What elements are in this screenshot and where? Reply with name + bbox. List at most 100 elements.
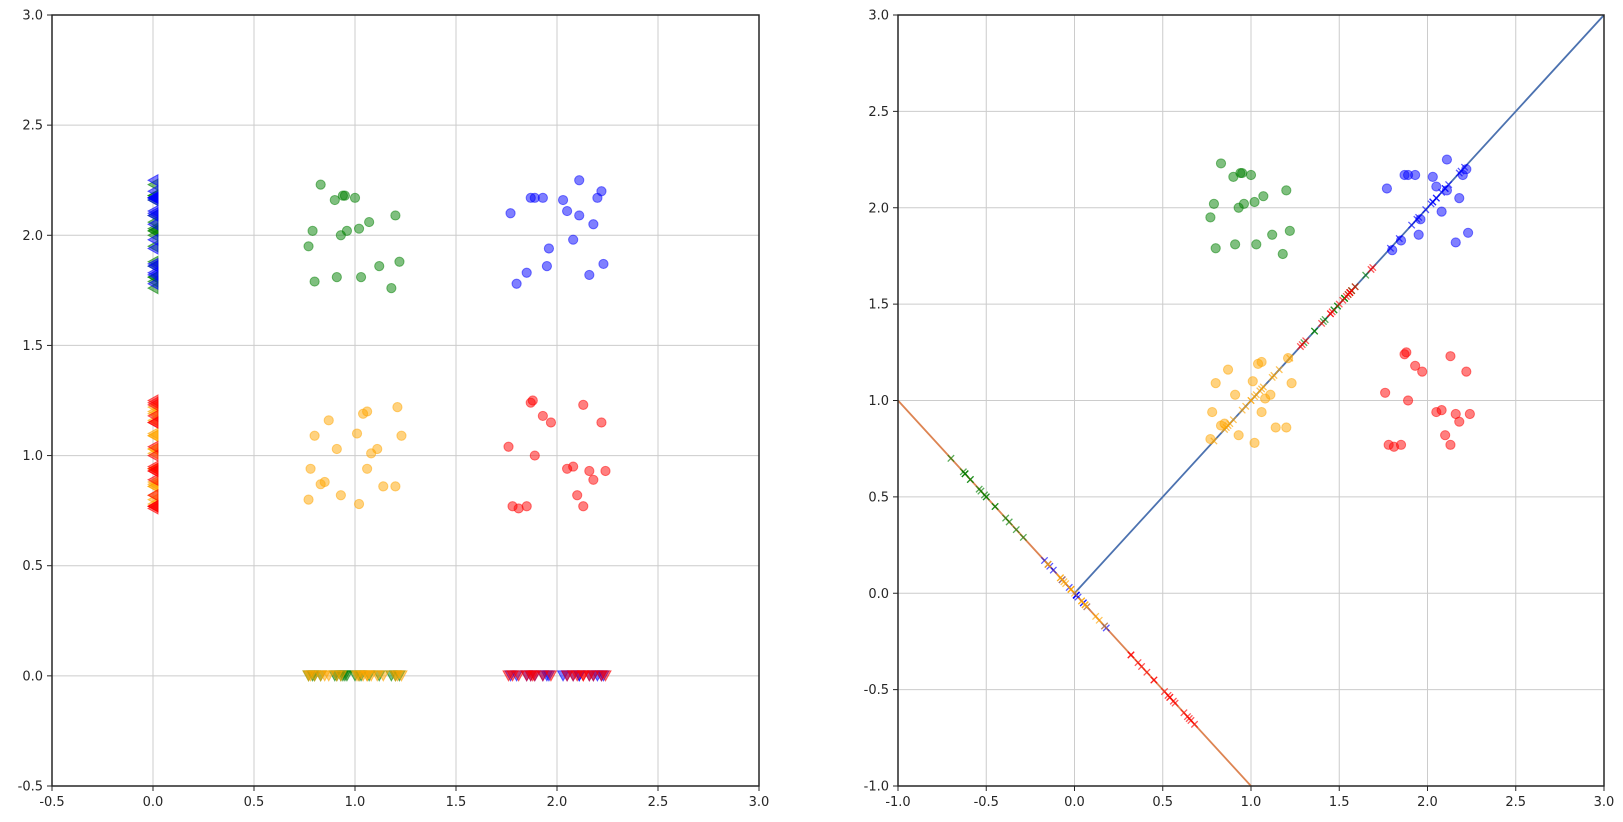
right-chart-point xyxy=(1270,371,1278,380)
right-chart-point xyxy=(1281,185,1292,196)
left-chart-point xyxy=(528,670,542,682)
right-chart-point xyxy=(1210,378,1221,389)
left-chart-point xyxy=(307,225,318,236)
right-chart-point xyxy=(1402,395,1414,406)
left-chart-point xyxy=(334,670,348,682)
right-chart-point xyxy=(1249,437,1260,449)
left-chart-point xyxy=(374,261,385,272)
left-chart-point xyxy=(147,473,159,487)
right-chart-point xyxy=(966,475,975,484)
left-chart-point xyxy=(349,192,361,203)
right-chart-point xyxy=(1249,196,1260,208)
left-chart-point xyxy=(396,430,407,441)
left-chart-point xyxy=(512,670,525,682)
right-chart-point xyxy=(1259,383,1268,391)
right-chart-point xyxy=(1095,616,1103,624)
right-chart-x-tick-label: -1.0 xyxy=(885,795,910,810)
left-chart-axes-frame xyxy=(51,14,760,787)
right-chart-point xyxy=(1215,158,1227,169)
left-chart-y-tick-label: 2.5 xyxy=(22,119,43,134)
right-chart-point xyxy=(1415,213,1423,222)
left-chart-point xyxy=(329,194,340,206)
left-chart-point xyxy=(147,416,159,429)
left-chart-point xyxy=(331,443,342,455)
left-chart-x-tick-label: 2.5 xyxy=(648,795,669,810)
right-chart-point xyxy=(1205,433,1216,445)
left-chart-point xyxy=(521,501,532,512)
left-chart-point xyxy=(147,464,159,478)
right-chart-series-red-projection-on-line-y-x xyxy=(1296,263,1377,351)
right-chart-point xyxy=(1070,589,1079,597)
right-chart-x-tick-label: 2.0 xyxy=(1417,795,1438,810)
right-chart: -1.0 -0.5 0.0 0.5 1.0 1.5 2.0 2.5 3.0 -1.0 -0.5 0.0… xyxy=(864,9,1615,811)
right-chart-point xyxy=(1445,180,1453,189)
right-chart-point xyxy=(1413,229,1424,240)
left-chart-series-orange-points xyxy=(303,402,407,510)
left-chart-point xyxy=(364,216,375,228)
left-chart-point xyxy=(147,173,159,187)
right-chart-series-red-projection-on-line-y-x xyxy=(1127,651,1199,728)
right-chart-point xyxy=(1247,396,1255,405)
right-chart-x-tick-label: 0.0 xyxy=(1064,795,1085,810)
right-chart-point xyxy=(1210,243,1221,254)
left-chart-point xyxy=(395,670,408,682)
left-chart-point xyxy=(339,190,350,201)
right-chart-x-tick-label: 2.5 xyxy=(1505,795,1526,810)
left-chart-point xyxy=(587,670,600,682)
left-chart-point xyxy=(568,461,579,472)
left-chart-point xyxy=(315,179,326,190)
right-chart-point xyxy=(1210,437,1218,445)
left-chart-point xyxy=(599,670,612,682)
left-chart-y-tick-label: 3.0 xyxy=(22,9,43,24)
right-chart-point xyxy=(1171,699,1179,707)
left-chart-point xyxy=(572,490,583,501)
left-chart-point xyxy=(505,208,516,219)
right-chart-point xyxy=(1233,430,1244,441)
right-chart-point xyxy=(1464,408,1475,420)
right-chart-point xyxy=(1251,239,1262,250)
left-chart-point xyxy=(353,223,365,234)
left-chart-point xyxy=(557,194,569,206)
left-chart-point xyxy=(578,399,589,411)
left-chart-point xyxy=(376,670,390,682)
left-chart-series-orange-projection-on-x xyxy=(302,670,408,682)
right-chart-point xyxy=(1258,191,1269,202)
right-chart-series-orange-points xyxy=(1205,352,1297,449)
right-chart-point xyxy=(1351,283,1359,291)
right-chart-point xyxy=(1230,239,1241,250)
right-chart-point xyxy=(991,502,999,511)
left-chart-point xyxy=(394,256,405,267)
left-chart-point xyxy=(147,209,159,222)
right-chart-x-tick-label: 1.5 xyxy=(1329,795,1350,810)
left-chart-point xyxy=(568,234,579,245)
right-chart-x-tick-label: 3.0 xyxy=(1594,795,1615,810)
left-chart-point xyxy=(386,283,397,294)
left-chart-point xyxy=(596,417,607,428)
right-chart-series-green-projection-on-line-y-x xyxy=(947,454,1027,542)
right-chart-point xyxy=(1247,376,1258,387)
left-chart-x-tick-label: 3.0 xyxy=(749,795,770,810)
left-chart-point xyxy=(147,184,159,198)
right-chart-point xyxy=(1005,518,1013,526)
right-chart-series-green-points xyxy=(1205,158,1295,260)
right-chart-point xyxy=(1407,221,1416,229)
left-chart-point xyxy=(147,499,159,513)
right-chart-point xyxy=(1395,439,1407,450)
right-chart-point xyxy=(1256,356,1267,368)
right-chart-point xyxy=(1205,212,1216,223)
right-chart-point xyxy=(961,470,969,478)
left-chart-point xyxy=(147,242,159,255)
right-chart-point xyxy=(1422,206,1430,214)
left-chart-point xyxy=(543,243,555,254)
left-chart-point xyxy=(319,476,330,488)
right-chart-point xyxy=(1166,693,1174,701)
left-chart-point xyxy=(147,277,159,291)
right-chart-point xyxy=(1362,271,1370,279)
left-chart-plot-area xyxy=(147,173,612,682)
right-chart-point xyxy=(1256,406,1267,418)
right-chart-point xyxy=(1395,234,1403,243)
left-chart-point xyxy=(537,410,548,422)
left-chart-x-tick-label: 0.5 xyxy=(244,795,265,810)
right-chart-point xyxy=(1386,244,1395,252)
right-chart-point xyxy=(1286,378,1297,389)
